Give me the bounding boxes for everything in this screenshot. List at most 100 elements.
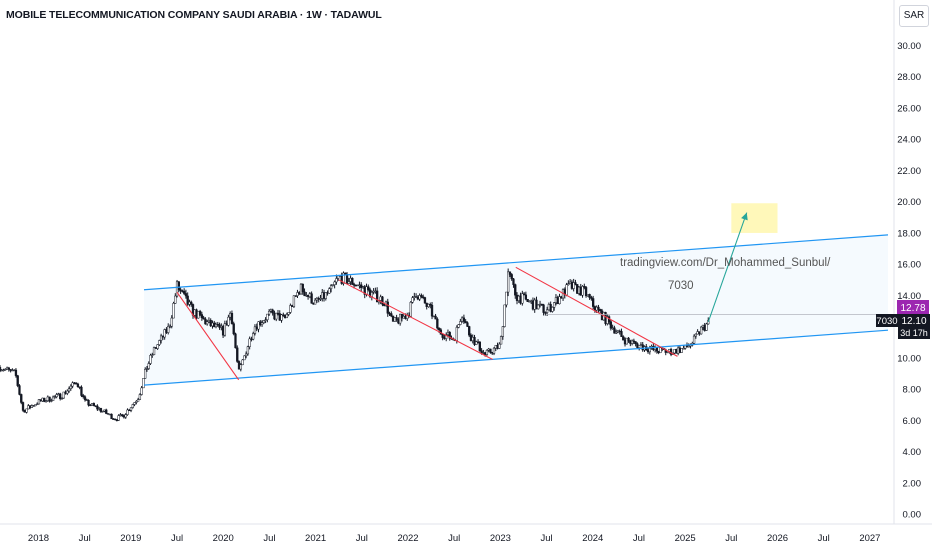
candle-body	[434, 315, 437, 320]
channel-lower-line[interactable]	[143, 329, 889, 386]
candle-body	[101, 410, 104, 413]
candle-body	[328, 288, 331, 294]
candle-body	[53, 396, 57, 398]
candle-body	[186, 295, 189, 305]
candle-body	[303, 291, 306, 297]
candle-body	[324, 292, 327, 299]
candle-body	[692, 335, 696, 344]
candle-body	[592, 298, 595, 307]
candle-body	[239, 364, 242, 370]
channel-area	[144, 234, 888, 386]
candle-body	[390, 313, 393, 317]
x-tick-label: Jul	[540, 533, 552, 544]
candle-body	[7, 367, 11, 370]
candle-body	[597, 306, 600, 310]
x-tick-label: 2019	[120, 533, 141, 544]
bar-countdown-label: 3d 17h	[900, 328, 928, 338]
channel-upper-line[interactable]	[143, 234, 889, 291]
y-tick-label: 16.00	[897, 260, 921, 271]
candle-body	[329, 285, 333, 289]
x-tick-label: Jul	[263, 533, 275, 544]
candle-body	[206, 321, 209, 325]
candle-body	[262, 320, 265, 323]
x-tick-label: Jul	[725, 533, 737, 544]
candle-body	[537, 304, 540, 310]
x-axis[interactable]: 2018 Jul 2019 Jul 2020 Jul 2021 Jul 2022 Jul 2023 J…	[28, 533, 881, 544]
candle-body	[83, 396, 87, 400]
candle-body	[627, 337, 630, 342]
candle-body	[331, 284, 335, 286]
x-tick-label: 2021	[305, 533, 326, 544]
candle-body	[430, 304, 434, 317]
candle-body	[634, 341, 637, 345]
candle-body	[177, 281, 180, 290]
down-leg-line[interactable]	[515, 266, 678, 357]
symbol-price-tag: 7030	[876, 314, 898, 327]
x-tick-label: 2020	[213, 533, 234, 544]
projection-arrow[interactable]	[707, 212, 748, 323]
candle-body	[244, 353, 248, 357]
candle-body	[342, 272, 345, 284]
target-zone[interactable]	[731, 203, 778, 233]
candle-body	[386, 301, 389, 314]
candle-body	[567, 283, 570, 285]
target-tag-label: 12.78	[900, 303, 925, 314]
candle-body	[545, 309, 549, 313]
candle-body	[418, 295, 421, 300]
candle-body	[512, 278, 515, 285]
candle-body	[260, 322, 264, 326]
candle-body	[429, 303, 432, 306]
candle-body	[124, 414, 127, 418]
candle-body	[89, 404, 92, 407]
candle-body	[648, 348, 651, 353]
candle-body	[48, 396, 51, 402]
y-tick-label: 24.00	[897, 135, 921, 146]
y-axis[interactable]: 0.002.004.006.008.0010.0012.0014.0016.00…	[897, 41, 921, 521]
candle-body	[62, 391, 65, 399]
candle-body	[507, 271, 510, 293]
candle-body	[448, 332, 451, 339]
candle-body	[705, 323, 708, 331]
candle-body	[168, 325, 172, 328]
candle-body	[34, 404, 37, 407]
candle-body	[129, 407, 133, 411]
candle-body	[82, 395, 85, 397]
candle-body	[145, 368, 149, 370]
candle-body	[92, 403, 95, 406]
x-tick-label: 2024	[582, 533, 603, 544]
candle-body	[202, 317, 205, 320]
target-price-tag: 12.78	[897, 300, 929, 314]
candle-body	[400, 313, 404, 319]
candle-body	[253, 326, 257, 334]
x-tick-label: Jul	[79, 533, 91, 544]
candle-body	[60, 397, 64, 400]
candle-body	[441, 334, 444, 338]
candle-body	[514, 284, 517, 296]
candle-body	[9, 369, 12, 371]
x-tick-label: Jul	[633, 533, 645, 544]
candle-body	[480, 350, 483, 354]
candle-body	[360, 284, 363, 288]
candle-body	[632, 340, 636, 342]
candle-body	[71, 382, 74, 387]
candle-body	[468, 326, 471, 336]
candle-body	[227, 316, 230, 326]
currency-button[interactable]: SAR	[899, 5, 929, 27]
down-leg-line[interactable]	[176, 291, 240, 381]
candle-body	[159, 335, 163, 341]
down-leg-line[interactable]	[338, 279, 493, 360]
candle-body	[457, 324, 460, 328]
candle-body	[264, 319, 267, 321]
candle-body	[257, 321, 260, 330]
candle-body	[411, 297, 414, 303]
candle-body	[267, 310, 271, 315]
y-tick-label: 2.00	[903, 478, 922, 489]
source-annotation: tradingview.com/Dr_Mohammed_Sunbul/	[620, 257, 831, 269]
candle-body	[613, 327, 616, 334]
candle-body	[522, 293, 526, 296]
candle-body	[147, 363, 150, 369]
candle-body	[214, 324, 218, 328]
candle-body	[158, 340, 161, 345]
